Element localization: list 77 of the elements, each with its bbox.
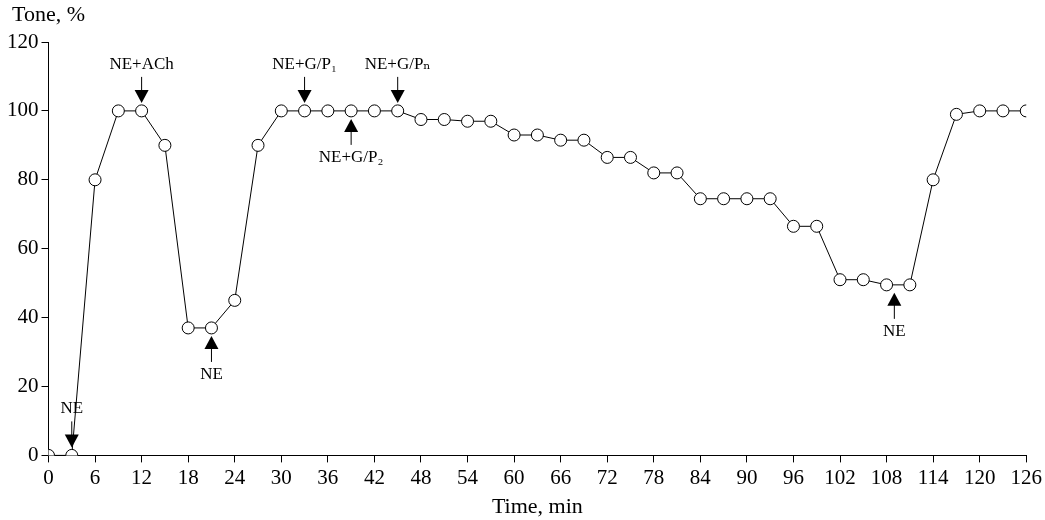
- point: [437, 113, 451, 127]
- point: [111, 104, 125, 118]
- annotation: NE+ACh: [109, 53, 175, 73]
- point: [949, 107, 963, 121]
- x-axis-title: Time, min: [491, 492, 583, 518]
- point: [647, 166, 661, 180]
- point: [298, 104, 312, 118]
- point: [344, 104, 358, 118]
- annotation: NE: [883, 320, 906, 340]
- point: [391, 104, 405, 118]
- x-tick-label: 66: [550, 464, 572, 489]
- point: [158, 138, 172, 152]
- y-tick-label: 20: [17, 373, 39, 398]
- x-tick-label: 114: [917, 464, 949, 489]
- x-tick-label: 96: [782, 464, 804, 489]
- x-tick-label: 120: [963, 464, 996, 489]
- x-tick-label: 30: [270, 464, 292, 489]
- x-tick-label: 6: [89, 464, 101, 489]
- x-tick-label: 18: [177, 464, 199, 489]
- point: [577, 133, 591, 147]
- point: [228, 293, 242, 307]
- x-tick-label: 42: [363, 464, 385, 489]
- x-tick-label: 84: [689, 464, 712, 489]
- point: [367, 104, 381, 118]
- annotation: NE+G/P₂: [318, 146, 384, 166]
- annotation: NE+G/Pₙ: [364, 53, 431, 73]
- point: [204, 321, 218, 335]
- point: [554, 133, 568, 147]
- point: [484, 114, 498, 128]
- point: [530, 128, 544, 142]
- y-tick-label: 60: [17, 235, 39, 260]
- x-tick-label: 126: [1010, 464, 1042, 489]
- x-tick-label: 48: [410, 464, 432, 489]
- x-tick-label: 12: [131, 464, 153, 489]
- x-tick-label: 72: [596, 464, 618, 489]
- point: [670, 166, 684, 180]
- point: [88, 173, 102, 187]
- point: [926, 173, 940, 187]
- point: [996, 104, 1010, 118]
- x-tick-label: 78: [643, 464, 665, 489]
- point: [763, 192, 777, 206]
- y-tick-label: 100: [7, 97, 39, 122]
- point: [833, 273, 847, 287]
- point: [181, 321, 195, 335]
- point: [810, 219, 824, 233]
- x-tick-label: 90: [736, 464, 758, 489]
- annotation: NE: [60, 398, 84, 418]
- y-tick-label: 120: [7, 28, 39, 53]
- annotation: NE+G/P₁: [272, 53, 337, 73]
- point: [414, 113, 428, 127]
- point: [623, 150, 637, 164]
- point: [740, 192, 754, 206]
- point: [880, 278, 894, 292]
- point: [600, 150, 614, 164]
- point: [903, 278, 917, 292]
- y-tick-label: 40: [17, 304, 39, 329]
- point: [251, 138, 265, 152]
- point: [717, 192, 731, 206]
- point: [693, 192, 707, 206]
- x-tick-label: 60: [503, 464, 525, 489]
- point: [135, 104, 149, 118]
- x-tick-label: 108: [870, 464, 903, 489]
- x-tick-label: 102: [824, 464, 856, 489]
- point: [461, 114, 475, 128]
- annotation: NE: [200, 363, 223, 383]
- point: [973, 104, 987, 118]
- point: [507, 128, 521, 142]
- point: [274, 104, 288, 118]
- x-tick-label: 24: [224, 464, 246, 489]
- y-tick-label: 80: [17, 166, 39, 191]
- x-tick-label: 36: [317, 464, 339, 489]
- point: [856, 273, 870, 287]
- point: [786, 219, 800, 233]
- y-axis-title: Tone, %: [12, 0, 85, 26]
- y-tick-label: 0: [28, 441, 39, 466]
- x-tick-label: 54: [457, 464, 479, 489]
- point: [321, 104, 335, 118]
